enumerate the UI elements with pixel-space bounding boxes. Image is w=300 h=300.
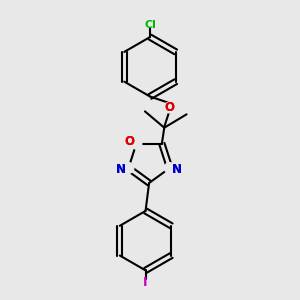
Text: O: O [164,101,174,114]
Text: O: O [125,135,135,148]
Text: N: N [116,163,126,176]
Circle shape [131,138,142,149]
Circle shape [164,102,175,113]
Circle shape [164,163,175,173]
Text: Cl: Cl [144,20,156,30]
Text: N: N [116,163,126,176]
Text: N: N [172,163,182,176]
Circle shape [123,163,134,173]
Text: N: N [172,163,182,176]
Text: O: O [125,135,135,148]
Text: O: O [164,101,174,114]
Text: I: I [143,276,148,289]
